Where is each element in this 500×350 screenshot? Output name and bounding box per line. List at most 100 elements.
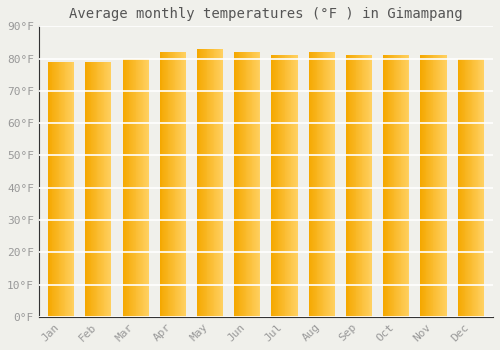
Bar [432,55,434,317]
Bar [438,55,440,317]
Bar [296,55,298,317]
Bar [86,62,87,317]
Bar [362,55,364,317]
Bar [172,52,173,317]
Bar [251,52,252,317]
Bar [398,55,399,317]
Bar [236,52,237,317]
Bar [347,55,348,317]
Bar [256,52,257,317]
Bar [435,55,436,317]
Bar [403,55,404,317]
Bar [328,52,330,317]
Bar [394,55,396,317]
Bar [61,62,62,317]
Bar [392,55,394,317]
Bar [50,62,51,317]
Bar [241,52,242,317]
Bar [289,55,290,317]
Bar [313,52,314,317]
Bar [392,55,393,317]
Bar [222,49,223,317]
Bar [293,55,294,317]
Bar [101,62,102,317]
Bar [320,52,321,317]
Bar [250,52,251,317]
Bar [55,62,56,317]
Bar [424,55,425,317]
Bar [273,55,274,317]
Bar [460,58,461,317]
Bar [275,55,276,317]
Bar [204,49,205,317]
Bar [346,55,347,317]
Bar [235,52,236,317]
Bar [327,52,328,317]
Bar [179,52,180,317]
Bar [319,52,320,317]
Bar [183,52,184,317]
Bar [257,52,258,317]
Bar [218,49,220,317]
Bar [197,49,198,317]
Bar [69,62,70,317]
Bar [258,52,260,317]
Bar [366,55,367,317]
Bar [132,58,133,317]
Bar [444,55,446,317]
Bar [88,62,89,317]
Bar [282,55,283,317]
Bar [442,55,443,317]
Bar [371,55,372,317]
Bar [57,62,58,317]
Bar [483,58,484,317]
Bar [134,58,136,317]
Bar [242,52,243,317]
Bar [141,58,142,317]
Bar [428,55,429,317]
Bar [174,52,176,317]
Bar [122,58,124,317]
Bar [255,52,256,317]
Bar [93,62,94,317]
Bar [142,58,144,317]
Bar [322,52,324,317]
Bar [212,49,214,317]
Bar [478,58,480,317]
Bar [50,62,51,317]
Bar [404,55,405,317]
Bar [56,62,57,317]
Bar [397,55,398,317]
Bar [72,62,74,317]
Title: Average monthly temperatures (°F ) in Gimampang: Average monthly temperatures (°F ) in Gi… [69,7,462,21]
Bar [243,52,244,317]
Bar [396,55,397,317]
Bar [70,62,72,317]
Bar [126,58,127,317]
Bar [469,58,470,317]
Bar [354,55,356,317]
Bar [463,58,464,317]
Bar [470,58,471,317]
Bar [406,55,408,317]
Bar [391,55,392,317]
Bar [290,55,292,317]
Bar [133,58,134,317]
Bar [431,55,432,317]
Bar [316,52,318,317]
Bar [216,49,217,317]
Bar [63,62,64,317]
Bar [475,58,476,317]
Bar [234,52,235,317]
Bar [125,58,126,317]
Bar [64,62,66,317]
Bar [166,52,168,317]
Bar [423,55,424,317]
Bar [357,55,358,317]
Bar [318,52,319,317]
Bar [90,62,92,317]
Bar [127,58,128,317]
Bar [425,55,426,317]
Bar [390,55,391,317]
Bar [315,52,316,317]
